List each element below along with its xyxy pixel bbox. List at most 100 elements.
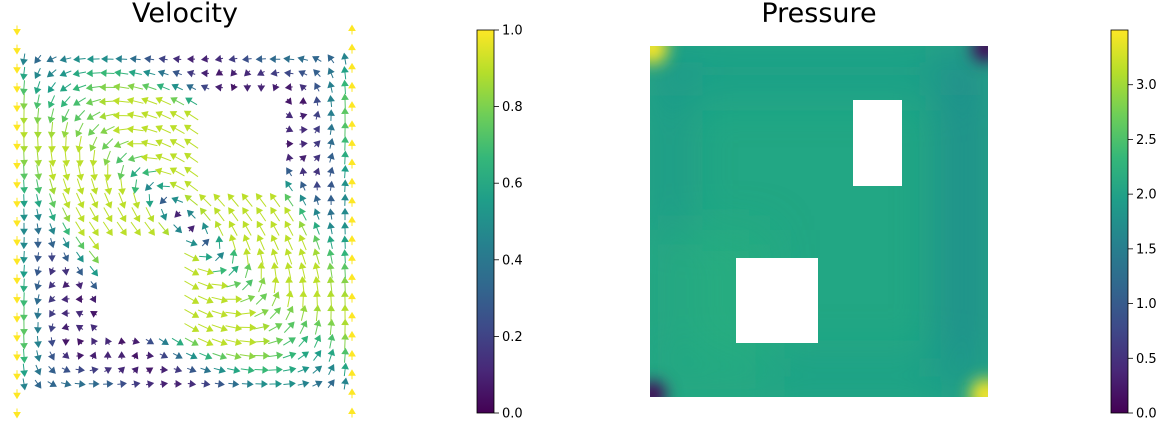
velocity-arrow: [13, 178, 21, 189]
velocity-arrow: [327, 152, 335, 163]
velocity-arrow: [141, 111, 158, 119]
velocity-arrow: [312, 167, 321, 176]
velocity-arrow: [13, 217, 21, 227]
velocity-arrow: [199, 207, 211, 221]
velocity-arrow: [34, 179, 43, 194]
velocity-arrow: [20, 237, 28, 250]
velocity-arrow: [46, 69, 57, 78]
velocity-arrow: [341, 290, 349, 308]
velocity-arrow: [348, 350, 356, 360]
velocity-arrow: [244, 69, 252, 77]
velocity-arrow: [348, 273, 356, 284]
velocity-arrow: [200, 84, 210, 92]
velocity-arrow: [200, 365, 212, 374]
velocity-arrow: [201, 238, 210, 247]
velocity-arrow: [34, 336, 42, 348]
velocity-arrow: [327, 304, 335, 322]
velocity-arrow: [214, 54, 224, 63]
velocity-arrow: [118, 192, 127, 209]
velocity-arrow: [312, 248, 321, 265]
velocity-arrow: [341, 66, 349, 80]
velocity-arrow: [284, 234, 293, 251]
velocity-arrow: [327, 208, 335, 220]
velocity-arrow: [102, 221, 113, 237]
velocity-arrow: [99, 112, 116, 120]
velocity-arrow: [62, 207, 71, 223]
velocity-arrow: [212, 266, 228, 275]
velocity-arrow: [75, 365, 85, 374]
velocity-arrow: [254, 365, 269, 374]
velocity-arrow: [47, 351, 55, 361]
velocity-arrow: [348, 388, 356, 399]
velocity-arrow: [197, 295, 214, 304]
velocity-arrow: [239, 352, 256, 360]
velocity-arrow: [255, 193, 267, 207]
velocity-arrow: [75, 281, 84, 290]
velocity-arrow: [229, 249, 238, 264]
velocity-arrow: [33, 108, 42, 124]
velocity-arrow: [298, 220, 307, 236]
velocity-arrow: [34, 280, 42, 291]
velocity-arrow: [128, 69, 142, 77]
velocity-arrow: [13, 140, 21, 151]
velocity-arrow: [34, 223, 42, 235]
velocity-arrow: [160, 380, 169, 389]
velocity-arrow: [141, 168, 157, 177]
velocity-arrow: [211, 310, 228, 318]
velocity-arrow: [20, 278, 28, 293]
velocity-arrow: [100, 69, 115, 78]
velocity-arrow: [72, 83, 87, 92]
velocity-arrow: [61, 252, 69, 262]
velocity-arrow: [48, 281, 56, 289]
velocity-arrow: [104, 367, 112, 375]
velocity-arrow: [187, 225, 195, 233]
velocity-arrow: [269, 307, 281, 319]
velocity-arrow: [299, 140, 308, 148]
velocity-arrow: [34, 121, 42, 139]
velocity-arrow: [131, 366, 139, 374]
velocity-arrow: [90, 164, 98, 181]
velocity-arrow: [225, 295, 243, 304]
velocity-arrow: [226, 280, 242, 289]
velocity-arrow: [114, 69, 129, 77]
velocity-arrow: [118, 337, 126, 345]
velocity-arrow: [140, 139, 158, 147]
velocity-arrow: [159, 196, 168, 205]
velocity-arrow: [75, 236, 85, 250]
velocity-arrow: [141, 96, 158, 105]
velocity-arrow: [185, 352, 198, 360]
velocity-colorbar-ticks: 0.0 0.2 0.4 0.6 0.8 1.0: [494, 24, 523, 422]
velocity-arrow: [313, 194, 322, 206]
velocity-arrow: [59, 69, 72, 77]
velocity-arrow: [48, 323, 56, 333]
velocity-arrow: [183, 124, 199, 135]
velocity-arrow: [285, 140, 294, 148]
velocity-arrow: [348, 139, 356, 150]
velocity-arrow: [145, 337, 155, 345]
velocity-arrow: [298, 335, 309, 347]
velocity-arrow: [299, 304, 308, 321]
velocity-arrow: [89, 149, 98, 167]
velocity-arrow: [89, 366, 99, 374]
velocity-arrow: [62, 192, 71, 209]
pressure-obstacle-lower: [736, 258, 818, 343]
velocity-arrow: [13, 102, 21, 113]
velocity-arrow: [348, 62, 356, 73]
pressure-colorbar-ticks: 0.0 0.5 1.0 1.5 2.0 2.5 3.0: [1128, 78, 1157, 422]
velocity-arrow: [112, 126, 130, 134]
velocity-arrow: [185, 97, 198, 106]
velocity-arrow: [20, 250, 28, 264]
velocity-arrow: [131, 179, 140, 194]
velocity-field: [13, 24, 356, 419]
velocity-arrow: [241, 193, 253, 207]
velocity-arrow: [34, 208, 42, 221]
velocity-arrow: [101, 138, 114, 150]
velocity-colorbar-tick-label: 0.8: [502, 100, 523, 115]
velocity-arrow: [155, 125, 172, 134]
velocity-arrow: [103, 351, 112, 360]
pressure-colorbar: [1110, 29, 1129, 414]
pressure-shading: [650, 46, 988, 397]
pressure-corners: [650, 46, 988, 397]
velocity-arrow: [348, 24, 356, 35]
velocity-arrow: [49, 309, 57, 318]
